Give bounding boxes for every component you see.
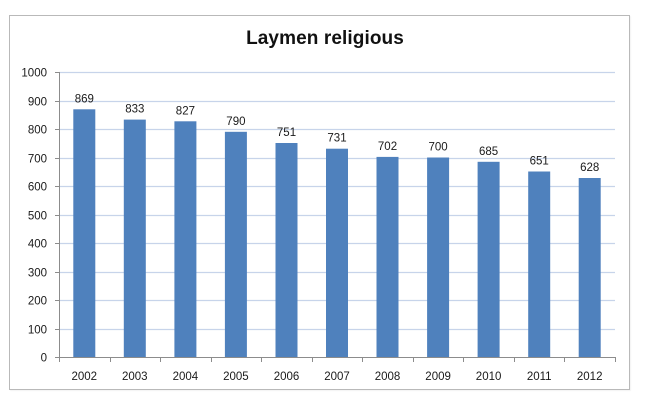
- x-tick-label: 2005: [223, 371, 249, 383]
- x-tick-label: 2004: [173, 371, 199, 383]
- bar-2005: [224, 131, 247, 357]
- y-tick-label: 100: [28, 325, 47, 337]
- bar-2012: [578, 178, 601, 357]
- bar-2010: [477, 161, 500, 357]
- data-labels: 869 833 827 790 751 731 702 700 685 651 628: [75, 93, 600, 174]
- bar-2009: [427, 157, 450, 357]
- data-label: 628: [580, 162, 599, 174]
- data-label: 651: [530, 156, 549, 168]
- x-tick-label: 2010: [476, 371, 502, 383]
- bar-2008: [376, 156, 399, 357]
- axes: [55, 72, 616, 362]
- chart-title: Laymen religious: [246, 28, 404, 49]
- data-label: 869: [75, 93, 94, 105]
- data-label: 751: [277, 127, 296, 139]
- y-tick-label: 500: [28, 211, 47, 223]
- x-tick-label: 2008: [375, 371, 401, 383]
- x-tick-label: 2003: [122, 371, 148, 383]
- y-tick-label: 200: [28, 296, 47, 308]
- y-tick-label: 800: [28, 125, 47, 137]
- y-tick-label: 0: [41, 353, 47, 365]
- bar-2011: [528, 171, 551, 357]
- data-label: 685: [479, 146, 498, 158]
- y-tick-label: 700: [28, 154, 47, 166]
- bar-2004: [174, 121, 197, 357]
- y-tick-label: 300: [28, 268, 47, 280]
- data-label: 700: [429, 142, 448, 154]
- y-tick-label: 900: [28, 97, 47, 109]
- y-tick-label: 1000: [21, 68, 47, 80]
- x-tick-label: 2002: [72, 371, 98, 383]
- x-tick-label: 2011: [527, 371, 552, 383]
- bar-2006: [275, 143, 298, 357]
- x-tick-label: 2009: [425, 371, 451, 383]
- data-label: 790: [226, 116, 245, 128]
- bar-2003: [123, 119, 146, 357]
- y-tick-label: 600: [28, 182, 47, 194]
- x-tick-label: 2007: [324, 371, 350, 383]
- y-axis-tick-labels: 0 100 200 300 400 500 600 700 800 900 1000: [21, 68, 47, 365]
- bars: [73, 109, 601, 357]
- bar-2007: [326, 148, 348, 357]
- x-tick-label: 2012: [577, 371, 603, 383]
- x-axis-tick-labels: 2002 2003 2004 2005 2006 2007 2008 2009 2010 2011…: [72, 371, 603, 383]
- y-tick-label: 400: [28, 239, 47, 251]
- data-label: 833: [125, 104, 144, 116]
- x-tick-label: 2006: [274, 371, 300, 383]
- chart-frame: [9, 15, 630, 390]
- data-label: 827: [176, 105, 195, 117]
- data-label: 702: [378, 141, 397, 153]
- bar-2002: [73, 109, 96, 357]
- data-label: 731: [327, 133, 346, 145]
